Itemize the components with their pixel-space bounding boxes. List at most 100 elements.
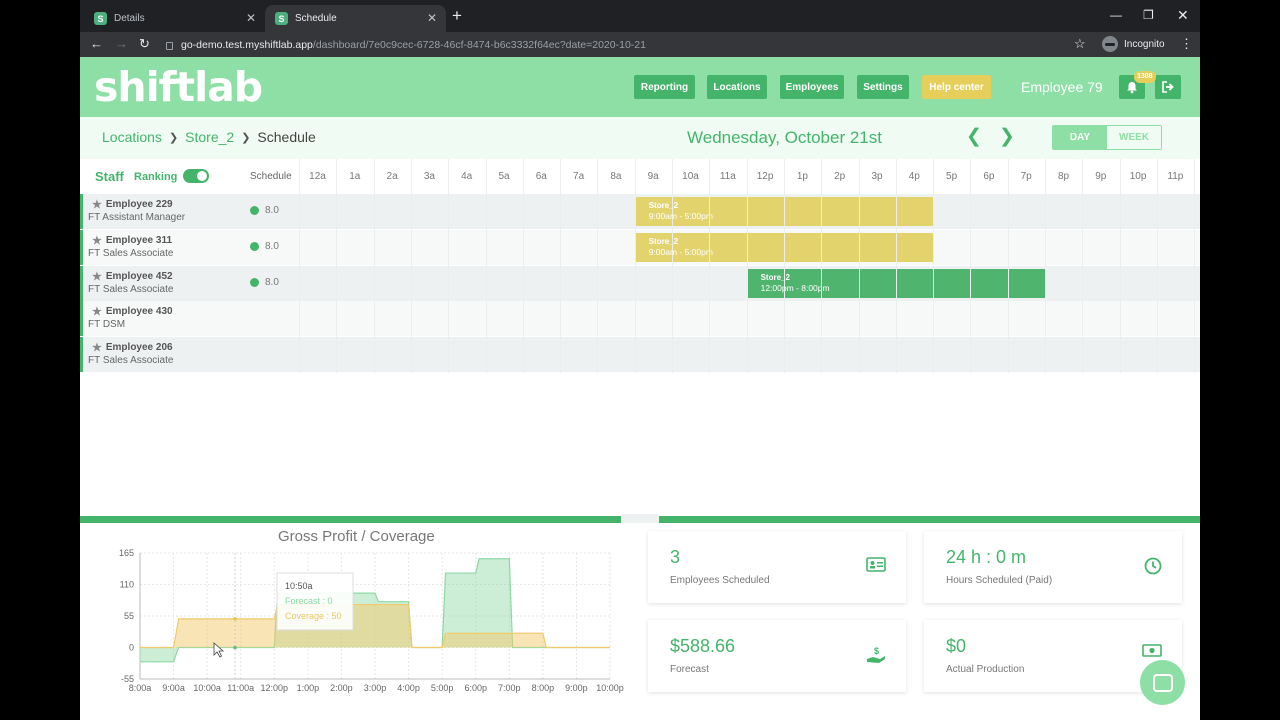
locations-button[interactable]: Locations xyxy=(707,75,767,99)
close-icon[interactable]: ✕ xyxy=(426,11,437,25)
hour-label: 6p xyxy=(983,171,995,182)
x-tick-label: 9:00p xyxy=(565,683,588,693)
new-tab-icon[interactable]: + xyxy=(452,6,462,25)
tab-title: Schedule xyxy=(295,13,337,24)
bell-icon xyxy=(1127,81,1137,93)
shift-time: 9:00am - 5:00pm xyxy=(648,246,713,257)
scheduled-hours-value: 8.0 xyxy=(265,205,279,216)
day-view-button[interactable]: DAY xyxy=(1053,126,1107,149)
hour-gridline xyxy=(1082,159,1084,373)
x-tick-label: 10:00a xyxy=(193,683,221,693)
star-icon[interactable]: ★ xyxy=(92,270,102,283)
hour-gridline xyxy=(1045,159,1046,373)
breadcrumb-store[interactable]: Store_2 xyxy=(185,129,235,145)
breadcrumb-locations[interactable]: Locations xyxy=(102,129,162,145)
scheduled-hours: 8.0 xyxy=(250,277,279,288)
hour-label: 5p xyxy=(946,171,958,182)
incognito-profile[interactable]: Incognito xyxy=(1102,36,1165,52)
employee-name[interactable]: ★ Employee 206 xyxy=(92,341,173,354)
scheduled-hours: 8.0 xyxy=(250,241,279,252)
user-name[interactable]: Employee 79 xyxy=(1021,79,1103,95)
tab-schedule[interactable]: S Schedule ✕ xyxy=(265,5,446,32)
clock-icon xyxy=(250,206,259,215)
forward-icon[interactable]: → xyxy=(115,36,128,51)
hour-label: 12p xyxy=(756,171,774,182)
hour-label: 4p xyxy=(908,171,920,182)
shift-block[interactable]: Store_2 9:00am - 5:00pm xyxy=(634,197,934,226)
tooltip-time: 10:50a xyxy=(285,581,313,591)
back-icon[interactable]: ← xyxy=(90,36,103,51)
settings-button[interactable]: Settings xyxy=(857,75,909,99)
reload-icon[interactable]: ↻ xyxy=(139,36,150,51)
window-close-icon[interactable]: ✕ xyxy=(1177,7,1189,23)
employee-role-text: Sales Associate xyxy=(102,247,174,259)
employee-name-text: Employee 452 xyxy=(105,270,173,282)
employee-name[interactable]: ★ Employee 430 xyxy=(92,305,173,318)
hour-label: 8a xyxy=(610,171,622,182)
star-icon[interactable]: ★ xyxy=(92,234,102,247)
employee-name[interactable]: ★ Employee 311 xyxy=(92,234,172,247)
breadcrumb: Locations ❯ Store_2 ❯ Schedule xyxy=(102,129,316,145)
x-tick-label: 7:00p xyxy=(498,683,521,693)
shift-block[interactable]: Store_2 9:00am - 5:00pm xyxy=(634,232,934,262)
employee-row[interactable]: ★ Employee 430 FT DSM xyxy=(80,301,1200,337)
prev-day-icon[interactable]: ❮ xyxy=(966,126,982,147)
employee-role-text: Assistant Manager xyxy=(102,212,186,223)
lock-icon xyxy=(166,41,173,50)
employee-row[interactable]: ★ Employee 452 FT Sales Associate 8.0 Store_… xyxy=(80,265,1200,301)
menu-kebab-icon[interactable]: ⋮ xyxy=(1180,36,1193,51)
shiftlab-logo[interactable]: shiftlab xyxy=(94,63,263,111)
stat-label: Forecast xyxy=(670,664,709,675)
hour-gridline xyxy=(709,159,711,373)
resize-handle[interactable] xyxy=(621,514,659,525)
employee-row[interactable]: ★ Employee 229 FT Assistant Manager 8.0 Stor… xyxy=(80,194,1200,229)
x-tick-label: 6:00p xyxy=(464,683,487,693)
hour-label: 9p xyxy=(1095,171,1107,182)
star-icon[interactable]: ★ xyxy=(92,199,102,211)
hour-label: 12a xyxy=(309,171,326,182)
tooltip-forecast: Forecast : 0 xyxy=(285,596,333,606)
hour-label: 4a xyxy=(461,171,473,182)
employee-name[interactable]: ★ Employee 452 xyxy=(92,270,173,283)
tab-details[interactable]: S Details ✕ xyxy=(84,5,265,32)
y-tick-label: 0 xyxy=(129,643,134,653)
ranking-toggle[interactable] xyxy=(183,169,209,183)
employee-row[interactable]: ★ Employee 311 FT Sales Associate 8.0 Store_… xyxy=(80,229,1200,265)
employee-role: FT DSM xyxy=(88,319,125,330)
restore-icon[interactable]: ❐ xyxy=(1143,8,1154,22)
stat-value: $0 xyxy=(946,636,967,656)
minimize-icon[interactable]: — xyxy=(1110,8,1122,22)
employee-row[interactable]: ★ Employee 206 FT Sales Associate xyxy=(80,337,1200,373)
next-day-icon[interactable]: ❯ xyxy=(999,126,1015,147)
week-view-button[interactable]: WEEK xyxy=(1107,126,1161,149)
hour-label: 8p xyxy=(1057,171,1070,182)
hour-gridline xyxy=(895,159,897,373)
url-field[interactable]: go-demo.test.myshiftlab.app/dashboard/7e… xyxy=(166,35,1096,54)
hover-point-forecast xyxy=(233,645,237,650)
shift-block[interactable]: Store_2 12:00pm - 8:00pm xyxy=(746,268,1045,298)
hour-gridline xyxy=(299,159,300,373)
ranking-label: Ranking xyxy=(134,171,178,183)
employee-type: FT xyxy=(88,319,101,331)
shift-location: Store_2 xyxy=(648,201,679,210)
bookmark-star-icon[interactable]: ☆ xyxy=(1074,36,1086,51)
star-icon[interactable]: ★ xyxy=(92,306,102,319)
logout-button[interactable] xyxy=(1155,75,1181,99)
hour-gridline xyxy=(933,159,935,373)
x-tick-label: 2:00p xyxy=(330,683,353,693)
scheduled-hours: 8.0 xyxy=(250,205,279,216)
close-icon[interactable]: ✕ xyxy=(245,11,256,25)
employee-name[interactable]: ★ Employee 229 xyxy=(92,198,173,211)
star-icon[interactable]: ★ xyxy=(92,342,102,355)
view-toggle: DAY WEEK xyxy=(1052,125,1162,150)
employee-role: FT Sales Associate xyxy=(88,248,173,259)
chat-launcher-button[interactable] xyxy=(1140,660,1185,705)
employees-button[interactable]: Employees xyxy=(780,75,844,99)
tab-title: Details xyxy=(114,13,145,24)
reporting-button[interactable]: Reporting xyxy=(634,75,695,99)
x-tick-label: 4:00p xyxy=(397,683,420,693)
gross-profit-coverage-chart[interactable]: 165 110 55 0 -558:00a 9:00a 10:00a 11:00a 12:00p… xyxy=(80,543,640,720)
hour-label: 3a xyxy=(423,171,435,182)
scheduled-hours-value: 8.0 xyxy=(265,276,279,288)
help-center-button[interactable]: Help center xyxy=(922,75,991,99)
